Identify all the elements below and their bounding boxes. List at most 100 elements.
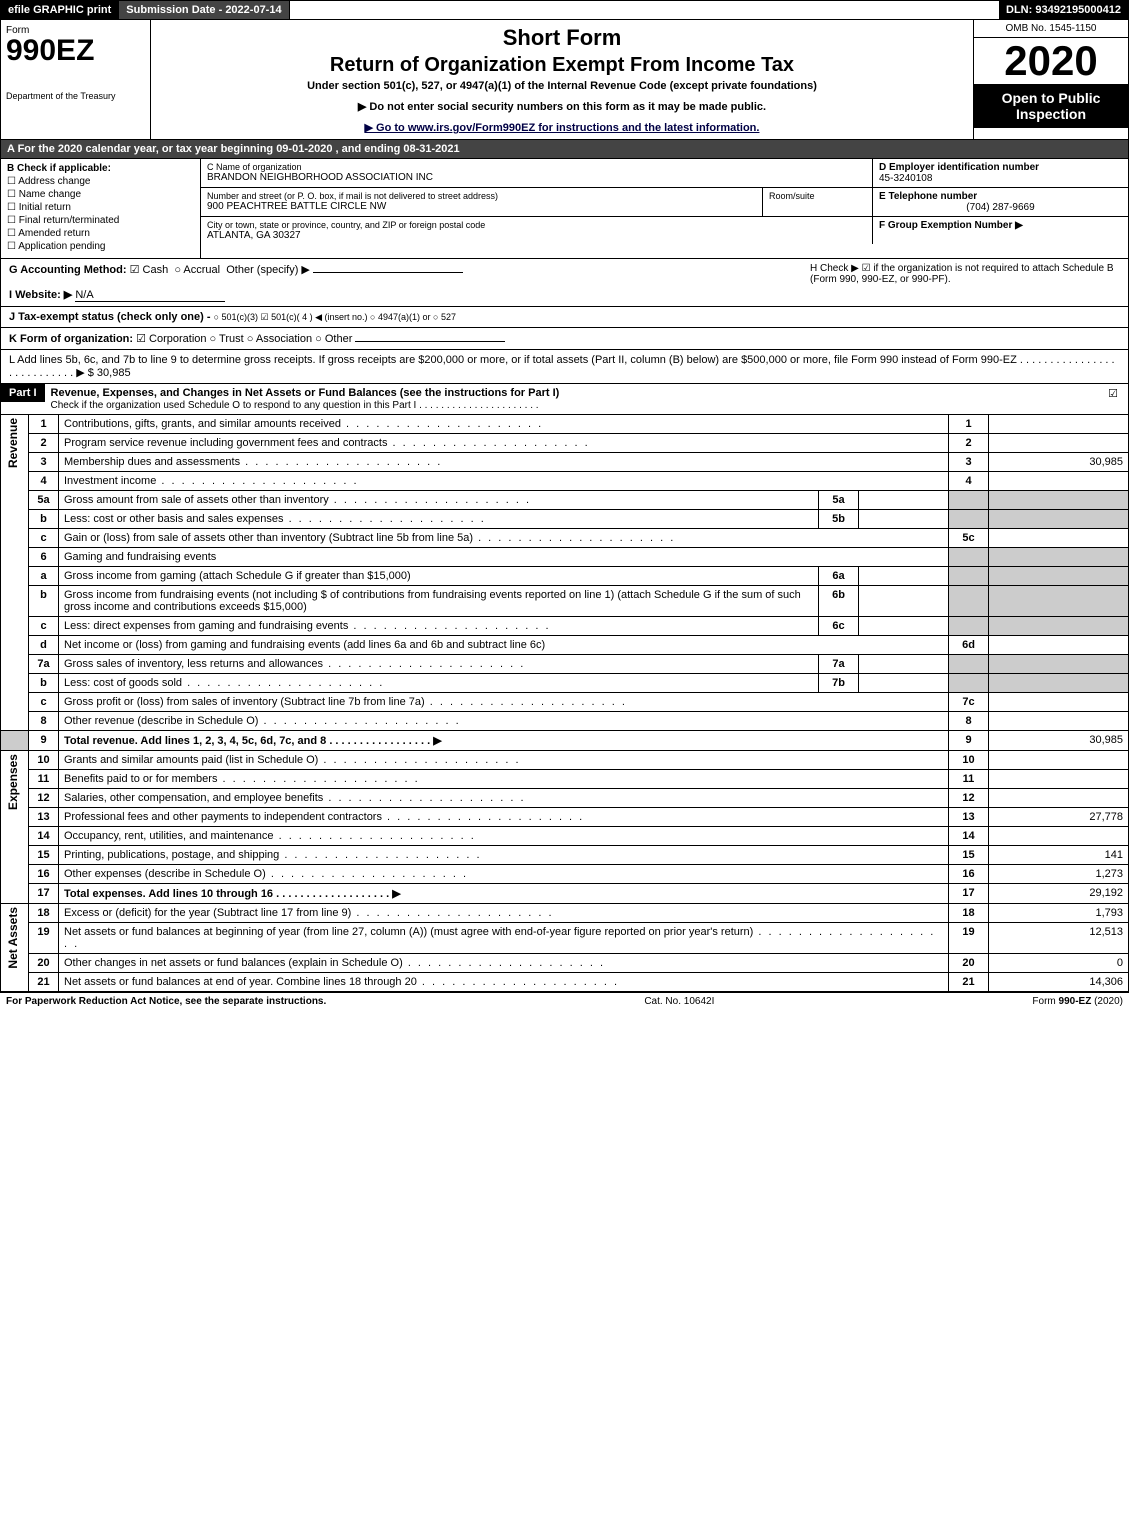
- s-7b: 7b: [819, 674, 859, 693]
- header-center: Short Form Return of Organization Exempt…: [151, 20, 973, 139]
- v-2: [989, 434, 1129, 453]
- d-6: Gaming and fundraising events: [59, 548, 949, 567]
- ln-1: 1: [29, 415, 59, 434]
- v-19: 12,513: [989, 923, 1129, 954]
- v-9: 30,985: [989, 731, 1129, 751]
- line-19: 19Net assets or fund balances at beginni…: [1, 923, 1129, 954]
- G-accrual[interactable]: Accrual: [174, 264, 220, 276]
- n-9: 9: [949, 731, 989, 751]
- line-15: 15 Printing, publications, postage, and s…: [1, 846, 1129, 865]
- I-label: I Website: ▶: [9, 289, 72, 301]
- d-15: Printing, publications, postage, and shi…: [64, 849, 482, 861]
- n-6d: 6d: [949, 636, 989, 655]
- line-16: 16Other expenses (describe in Schedule O…: [1, 865, 1129, 884]
- line-6c: cLess: direct expenses from gaming and f…: [1, 617, 1129, 636]
- s-6a: 6a: [819, 567, 859, 586]
- d-9: Total revenue. Add lines 1, 2, 3, 4, 5c,…: [64, 735, 442, 747]
- efile-print-button[interactable]: efile GRAPHIC print: [1, 1, 119, 19]
- d-6a: Gross income from gaming (attach Schedul…: [59, 567, 819, 586]
- city-value: ATLANTA, GA 30327: [207, 230, 866, 241]
- d-6d: Net income or (loss) from gaming and fun…: [59, 636, 949, 655]
- line-7b: bLess: cost of goods sold 7b: [1, 674, 1129, 693]
- B-label: B Check if applicable:: [7, 163, 194, 174]
- G-row: G Accounting Method: Cash Accrual Other …: [9, 263, 800, 302]
- tax-year: 2020: [974, 38, 1128, 84]
- H-text: H Check ▶ ☑ if the organization is not r…: [810, 263, 1114, 285]
- expenses-side-label: Expenses: [1, 751, 29, 904]
- G-label: G Accounting Method:: [9, 264, 127, 276]
- K-opts[interactable]: ☑ Corporation ○ Trust ○ Association ○ Ot…: [136, 333, 352, 345]
- info-block: B Check if applicable: Address change Na…: [0, 159, 1129, 259]
- chk-address-change[interactable]: Address change: [7, 176, 194, 187]
- d-16: Other expenses (describe in Schedule O): [64, 868, 468, 880]
- v-18: 1,793: [989, 904, 1129, 923]
- G-other-input[interactable]: [313, 272, 463, 273]
- row-name: C Name of organization BRANDON NEIGHBORH…: [201, 159, 1128, 188]
- v-14: [989, 827, 1129, 846]
- v-1: [989, 415, 1129, 434]
- J-row: J Tax-exempt status (check only one) - ○…: [0, 307, 1129, 328]
- d-13: Professional fees and other payments to …: [64, 811, 584, 823]
- line-1: Revenue 1 Contributions, gifts, grants, …: [1, 415, 1129, 434]
- chk-amended-return[interactable]: Amended return: [7, 228, 194, 239]
- v-6d: [989, 636, 1129, 655]
- tax-year-bar: A For the 2020 calendar year, or tax yea…: [0, 140, 1129, 159]
- part1-note: Check if the organization used Schedule …: [51, 400, 539, 411]
- footer-mid: Cat. No. 10642I: [326, 996, 1032, 1007]
- n-5c: 5c: [949, 529, 989, 548]
- line-6: 6Gaming and fundraising events: [1, 548, 1129, 567]
- line-4: 4Investment income 4: [1, 472, 1129, 491]
- K-other-input[interactable]: [355, 341, 505, 342]
- G-other[interactable]: Other (specify) ▶: [226, 264, 310, 276]
- irs-link[interactable]: ▶ Go to www.irs.gov/Form990EZ for instru…: [365, 122, 760, 134]
- row-addr: Number and street (or P. O. box, if mail…: [201, 188, 1128, 217]
- city-label: City or town, state or province, country…: [207, 220, 866, 230]
- n-14: 14: [949, 827, 989, 846]
- v-20: 0: [989, 954, 1129, 973]
- department: Department of the Treasury: [6, 91, 145, 101]
- return-title: Return of Organization Exempt From Incom…: [161, 54, 963, 77]
- topbar-spacer: [290, 1, 999, 19]
- header-right: OMB No. 1545-1150 2020 Open to Public In…: [973, 20, 1128, 139]
- line-18: Net Assets 18Excess or (deficit) for the…: [1, 904, 1129, 923]
- d-2: Program service revenue including govern…: [64, 437, 590, 449]
- n-19: 19: [949, 923, 989, 954]
- part1-label: Part I: [1, 384, 45, 402]
- section-B: B Check if applicable: Address change Na…: [1, 159, 201, 258]
- chk-initial-return[interactable]: Initial return: [7, 202, 194, 213]
- n-15: 15: [949, 846, 989, 865]
- submission-date: Submission Date - 2022-07-14: [119, 1, 289, 19]
- n-13: 13: [949, 808, 989, 827]
- part1-title-text: Revenue, Expenses, and Changes in Net As…: [51, 387, 560, 399]
- d-12: Salaries, other compensation, and employ…: [64, 792, 526, 804]
- G-cash[interactable]: Cash: [130, 264, 169, 276]
- form-header: Form 990EZ Department of the Treasury Sh…: [0, 20, 1129, 140]
- n-2: 2: [949, 434, 989, 453]
- F-label: F Group Exemption Number ▶: [879, 220, 1122, 231]
- org-name: BRANDON NEIGHBORHOOD ASSOCIATION INC: [207, 172, 866, 183]
- L-text: L Add lines 5b, 6c, and 7b to line 9 to …: [9, 354, 1115, 379]
- K-row: K Form of organization: ☑ Corporation ○ …: [0, 328, 1129, 350]
- form-number: 990EZ: [6, 36, 145, 66]
- n-10: 10: [949, 751, 989, 770]
- J-opts[interactable]: ○ 501(c)(3) ☑ 501(c)( 4 ) ◀ (insert no.)…: [214, 312, 456, 322]
- goto-link[interactable]: ▶ Go to www.irs.gov/Form990EZ for instru…: [161, 121, 963, 134]
- ein-value: 45-3240108: [879, 173, 1122, 184]
- dln-number: DLN: 93492195000412: [999, 1, 1128, 19]
- chk-application-pending[interactable]: Application pending: [7, 241, 194, 252]
- part1-header-row: Part I Revenue, Expenses, and Changes in…: [0, 384, 1129, 415]
- sa-5a: [859, 491, 949, 510]
- top-bar: efile GRAPHIC print Submission Date - 20…: [0, 0, 1129, 20]
- line-11: 11Benefits paid to or for members11: [1, 770, 1129, 789]
- schedule-O-check[interactable]: ☑: [1098, 384, 1128, 400]
- chk-final-return[interactable]: Final return/terminated: [7, 215, 194, 226]
- D-label: D Employer identification number: [879, 162, 1122, 173]
- line-17: 17Total expenses. Add lines 10 through 1…: [1, 884, 1129, 904]
- line-10: Expenses 10Grants and similar amounts pa…: [1, 751, 1129, 770]
- d-18: Excess or (deficit) for the year (Subtra…: [64, 907, 554, 919]
- s-6c: 6c: [819, 617, 859, 636]
- line-5c: cGain or (loss) from sale of assets othe…: [1, 529, 1129, 548]
- chk-name-change[interactable]: Name change: [7, 189, 194, 200]
- s-6b: 6b: [819, 586, 859, 617]
- section-CDEF: C Name of organization BRANDON NEIGHBORH…: [201, 159, 1128, 258]
